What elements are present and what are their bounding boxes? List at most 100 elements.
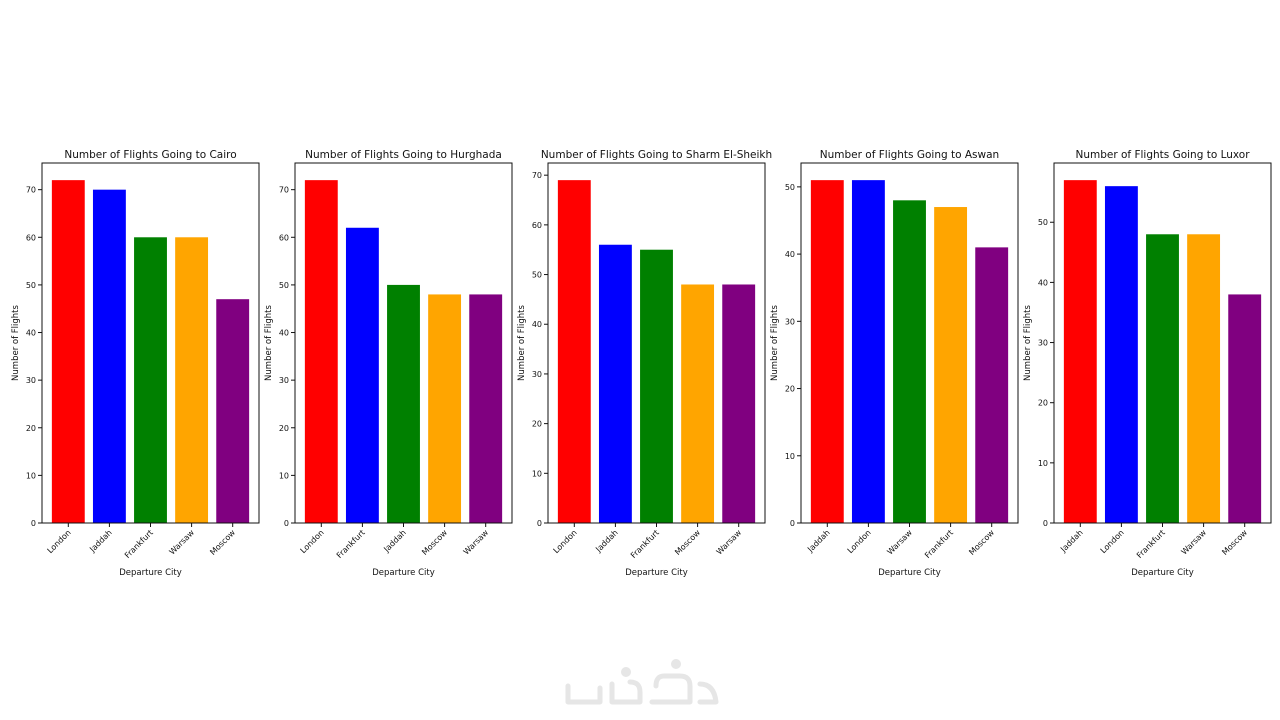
x-tick-label-warsaw: Warsaw <box>885 528 914 557</box>
y-tick-label: 0 <box>790 519 795 528</box>
bar-london <box>1104 186 1138 523</box>
bar-moscow <box>1228 294 1262 523</box>
bar-jaddah <box>598 244 632 523</box>
bar-warsaw <box>175 237 209 524</box>
x-tick-label-frankfurt: Frankfurt <box>629 528 661 560</box>
bar-frankfurt <box>1146 234 1179 523</box>
y-tick-label: 30 <box>1038 339 1048 348</box>
y-tick-label: 20 <box>785 385 795 394</box>
y-axis-label: Number of Flights <box>770 304 780 380</box>
x-tick-label-moscow: Moscow <box>420 528 449 557</box>
y-tick-label: 50 <box>785 183 795 192</box>
chart-title: Number of Flights Going to Cairo <box>64 149 236 161</box>
chart-title: Number of Flights Going to Hurghada <box>305 149 502 161</box>
bar-frankfurt <box>934 207 968 523</box>
y-tick-label: 30 <box>279 376 289 385</box>
x-tick-label-london: London <box>846 528 873 555</box>
y-tick-label: 40 <box>532 320 542 329</box>
y-tick-label: 20 <box>532 420 542 429</box>
y-tick-label: 30 <box>26 376 36 385</box>
x-tick-label-moscow: Moscow <box>967 528 996 557</box>
x-axis-label: Departure City <box>625 568 688 578</box>
y-tick-label: 50 <box>279 281 289 290</box>
y-axis-label: Number of Flights <box>264 304 274 380</box>
y-tick-label: 20 <box>1038 399 1048 408</box>
x-tick-label-jaddah: Jaddah <box>381 528 407 554</box>
bar-frankfurt <box>640 249 673 523</box>
y-tick-label: 70 <box>532 171 542 180</box>
chart-panel-2: 0 10 20 30 40 50 60 70 London Jaddah Frankfurt Mosc… <box>517 149 772 578</box>
y-axis-label: Number of Flights <box>517 304 527 380</box>
chart-title: Number of Flights Going to Sharm El-Shei… <box>541 149 772 161</box>
y-tick-label: 60 <box>532 221 542 230</box>
y-tick-label: 10 <box>1038 459 1048 468</box>
y-tick-label: 10 <box>279 471 289 480</box>
x-axis-label: Departure City <box>372 568 435 578</box>
y-tick-label: 40 <box>785 250 795 259</box>
y-tick-label: 70 <box>26 186 36 195</box>
x-tick-label-warsaw: Warsaw <box>462 528 491 557</box>
y-tick-label: 20 <box>279 424 289 433</box>
y-tick-label: 0 <box>31 519 36 528</box>
y-tick-label: 40 <box>279 329 289 338</box>
y-tick-label: 10 <box>785 452 795 461</box>
x-axis-label: Departure City <box>878 568 941 578</box>
bar-london <box>851 180 885 523</box>
y-tick-label: 30 <box>785 317 795 326</box>
chart-title: Number of Flights Going to Luxor <box>1075 149 1250 161</box>
y-tick-label: 60 <box>279 233 289 242</box>
x-tick-label-warsaw: Warsaw <box>1180 528 1209 557</box>
x-axis-label: Departure City <box>1131 568 1194 578</box>
chart-panel-0: 0 10 20 30 40 50 60 70 London Jaddah Frankfurt Wars… <box>11 149 260 578</box>
y-axis-label: Number of Flights <box>11 304 21 380</box>
bar-warsaw <box>722 284 756 523</box>
x-tick-label-warsaw: Warsaw <box>715 528 744 557</box>
x-tick-label-jaddah: Jaddah <box>593 528 619 554</box>
x-tick-label-london: London <box>1099 528 1126 555</box>
x-tick-label-frankfurt: Frankfurt <box>123 528 155 560</box>
bar-jaddah <box>1063 180 1097 523</box>
y-tick-label: 10 <box>532 469 542 478</box>
x-tick-label-london: London <box>299 528 326 555</box>
x-tick-label-moscow: Moscow <box>1220 528 1249 557</box>
y-tick-label: 30 <box>532 370 542 379</box>
bar-moscow <box>975 247 1009 523</box>
x-tick-label-london: London <box>552 528 579 555</box>
y-tick-label: 60 <box>26 233 36 242</box>
y-tick-label: 40 <box>1038 278 1048 287</box>
chart-panel-3: 0 10 20 30 40 50 Jaddah London Warsaw Frankfurt Mo… <box>770 149 1019 578</box>
bar-warsaw <box>1187 234 1221 523</box>
chart-title: Number of Flights Going to Aswan <box>820 149 999 161</box>
x-tick-label-frankfurt: Frankfurt <box>923 528 955 560</box>
bar-warsaw <box>469 294 503 523</box>
x-tick-label-frankfurt: Frankfurt <box>1135 528 1167 560</box>
x-tick-label-jaddah: Jaddah <box>1058 528 1084 554</box>
bar-warsaw <box>893 200 926 524</box>
x-tick-label-jaddah: Jaddah <box>805 528 831 554</box>
bar-frankfurt <box>134 237 167 524</box>
bar-jaddah <box>387 284 420 523</box>
y-tick-label: 50 <box>532 271 542 280</box>
bar-moscow <box>428 294 462 523</box>
y-tick-label: 0 <box>284 519 289 528</box>
y-axis-label: Number of Flights <box>1023 304 1033 380</box>
bar-jaddah <box>810 180 844 523</box>
y-tick-label: 40 <box>26 329 36 338</box>
chart-panel-4: 0 10 20 30 40 50 Jaddah London Frankfurt Warsaw Mo… <box>1023 149 1272 578</box>
bar-london <box>304 180 338 523</box>
chart-panel-1: 0 10 20 30 40 50 60 70 London Frankfurt Jaddah Mosc… <box>264 149 513 578</box>
x-tick-label-jaddah: Jaddah <box>87 528 113 554</box>
x-axis-label: Departure City <box>119 568 182 578</box>
x-tick-label-london: London <box>46 528 73 555</box>
bar-frankfurt <box>345 227 379 523</box>
bar-london <box>51 180 85 523</box>
y-tick-label: 0 <box>1043 519 1048 528</box>
bar-moscow <box>216 299 250 523</box>
x-tick-label-moscow: Moscow <box>208 528 237 557</box>
y-tick-label: 70 <box>279 186 289 195</box>
y-tick-label: 20 <box>26 424 36 433</box>
y-tick-label: 50 <box>26 281 36 290</box>
y-tick-label: 10 <box>26 471 36 480</box>
x-tick-label-moscow: Moscow <box>673 528 702 557</box>
